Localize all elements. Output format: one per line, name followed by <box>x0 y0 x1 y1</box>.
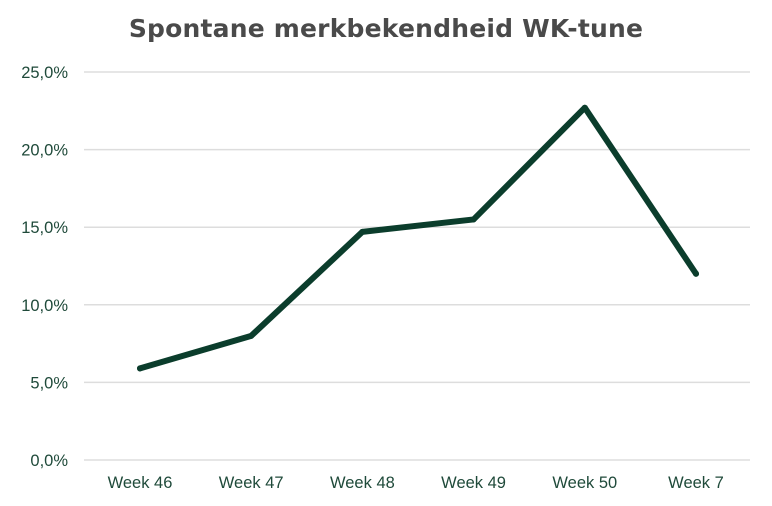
y-tick-label: 10,0% <box>21 297 68 315</box>
y-tick-label: 20,0% <box>21 142 68 160</box>
y-tick-label: 15,0% <box>21 219 68 237</box>
chart-title: Spontane merkbekendheid WK-tune <box>128 14 644 43</box>
data-point <box>137 365 143 372</box>
data-point <box>470 216 477 223</box>
x-tick-label: Week 49 <box>441 474 506 492</box>
data-point <box>359 228 366 235</box>
x-tick-label: Week 7 <box>668 474 724 492</box>
x-tick-label: Week 50 <box>552 474 617 492</box>
x-tick-label: Week 46 <box>108 474 173 492</box>
y-tick-label: 5,0% <box>30 374 68 392</box>
data-point <box>248 332 255 339</box>
y-tick-label: 0,0% <box>30 452 68 470</box>
y-tick-label: 25,0% <box>21 64 68 82</box>
x-tick-label: Week 48 <box>330 474 395 492</box>
data-point <box>693 270 699 277</box>
series-line <box>137 104 699 372</box>
data-point <box>581 104 588 111</box>
x-tick-label: Week 47 <box>219 474 284 492</box>
